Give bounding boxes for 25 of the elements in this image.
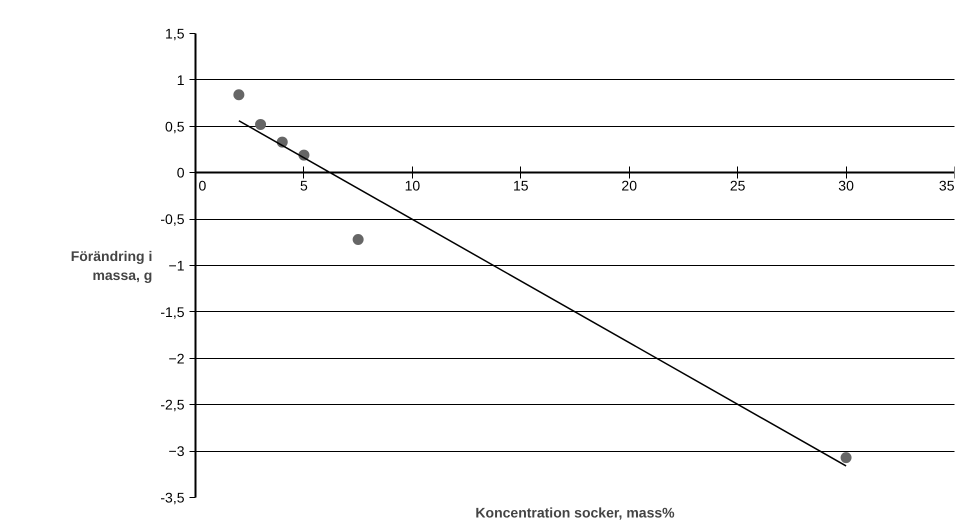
x-tick-label: 10 — [404, 178, 420, 194]
x-tick-label: 15 — [513, 178, 529, 194]
y-axis-title: Förändring i massa, g — [70, 248, 152, 284]
x-axis-title: Koncentration socker, mass% — [475, 504, 676, 520]
point — [233, 89, 244, 100]
x-tick-label: 20 — [621, 178, 638, 194]
x-tick-label: 25 — [730, 178, 746, 194]
point — [255, 118, 266, 130]
y-tick-label: −1 — [168, 258, 185, 274]
y-tick-label: -0,5 — [160, 211, 185, 228]
y-tick-label: 0 — [176, 164, 185, 181]
x-tick-label: 35 — [938, 178, 955, 194]
x-tick-label: 30 — [838, 178, 854, 194]
y-tick-label: 0,5 — [165, 118, 185, 134]
y-tick-label: -3,5 — [160, 490, 185, 506]
y-tick-label: −3 — [168, 443, 185, 460]
y-tick-label: −2 — [168, 350, 185, 366]
y-tick-label: 1 — [176, 72, 185, 88]
y-tick-label: 1,5 — [165, 26, 185, 42]
point — [840, 452, 852, 464]
y-tick-label: -2,5 — [160, 396, 185, 413]
y-tick-label: -1,5 — [160, 304, 185, 320]
x-tick-label: 0 — [198, 178, 206, 194]
x-tick-label: 5 — [300, 178, 308, 194]
point — [352, 234, 364, 246]
